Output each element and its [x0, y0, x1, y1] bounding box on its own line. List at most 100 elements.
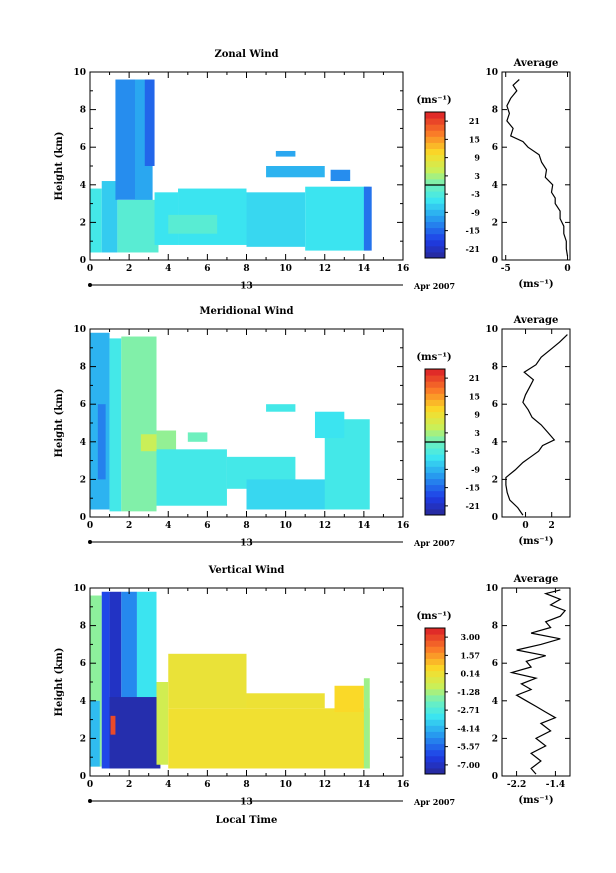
heatmap-cell: [140, 434, 157, 452]
colorbar-swatch: [425, 233, 445, 241]
colorbar-swatch: [425, 221, 445, 229]
heatmap-cell: [117, 199, 159, 253]
heatmap-cell: [363, 186, 372, 251]
colorbar-swatch: [425, 761, 445, 769]
colorbar-swatch: [425, 658, 445, 665]
colorbar-swatch: [425, 369, 445, 376]
colorbar-swatch: [425, 707, 445, 714]
colorbar-swatch: [425, 694, 445, 702]
colorbar-tick-label: -4.14: [457, 723, 480, 733]
colorbar-tick-label: -2.71: [457, 705, 480, 715]
colorbar-tick-label: -1.28: [457, 687, 480, 697]
x-tick-label: 16: [397, 521, 410, 531]
heatmap-cell: [121, 336, 157, 512]
x-tick-label: 8: [243, 521, 249, 531]
average-y-tick-label: 0: [492, 772, 498, 782]
x-tick-label: 4: [165, 521, 171, 531]
colorbar-swatch: [425, 454, 445, 461]
colorbar-tick-label: 3: [474, 428, 480, 438]
colorbar-swatch: [425, 124, 445, 131]
average-frame: [501, 71, 571, 261]
y-tick-label: 6: [80, 143, 86, 153]
average-y-tick-label: 10: [485, 325, 498, 335]
colorbar-swatch: [425, 215, 445, 222]
colorbar-swatch: [425, 688, 445, 696]
heatmap-cell: [275, 150, 296, 157]
x-tick-label: 12: [318, 264, 331, 274]
colorbar-tick-label: -21: [466, 244, 480, 254]
colorbar-swatch: [425, 490, 445, 498]
colorbar-swatch: [425, 448, 445, 455]
date-tick-label: 13: [240, 798, 253, 808]
heatmap-cell: [115, 79, 135, 200]
colorbar-swatch: [425, 185, 445, 192]
colorbar-swatch: [425, 166, 445, 174]
average-x-label: (ms⁻¹): [518, 536, 553, 547]
date-label: Apr 2007: [413, 281, 455, 291]
colorbar-swatch: [425, 154, 445, 162]
x-tick-label: 2: [126, 521, 132, 531]
colorbar-swatch: [425, 767, 445, 775]
heatmap-cell: [246, 479, 335, 510]
average-y-tick-label: 6: [492, 143, 498, 153]
heatmap-cell: [90, 188, 102, 253]
colorbar-swatch: [425, 478, 445, 486]
x-tick-label: 2: [126, 780, 132, 790]
colorbar-swatch: [425, 701, 445, 708]
colorbar-tick-label: 21: [469, 116, 480, 126]
average-y-tick-label: 4: [492, 697, 498, 707]
date-axis-start-marker: [88, 799, 92, 803]
heatmap-cell: [246, 192, 306, 247]
y-tick-label: 4: [80, 697, 86, 707]
average-y-tick-label: 8: [492, 622, 498, 632]
colorbar-swatch: [425, 640, 445, 647]
x-tick-label: 0: [87, 264, 93, 274]
heatmap-cell: [363, 678, 370, 769]
colorbar-swatch: [425, 670, 445, 678]
colorbar-tick-label: 1.57: [461, 650, 480, 660]
colorbar-swatch: [425, 676, 445, 684]
colorbar-tick-label: 3: [474, 171, 480, 181]
colorbar-swatch: [425, 737, 445, 745]
average-y-tick-label: 4: [492, 438, 498, 448]
colorbar-unit: (ms⁻¹): [416, 352, 451, 363]
colorbar-tick-label: -9: [471, 464, 480, 474]
average-x-tick-label: 2: [549, 521, 555, 531]
average-y-tick-label: 2: [492, 734, 498, 744]
colorbar-swatch: [425, 411, 445, 419]
y-tick-label: 2: [80, 218, 86, 228]
panel-title: Meridional Wind: [199, 306, 293, 317]
date-axis-start-marker: [88, 540, 92, 544]
y-tick-label: 0: [80, 772, 86, 782]
heatmap-cell: [330, 169, 351, 182]
x-tick-label: 2: [126, 264, 132, 274]
heatmap-cell: [101, 181, 118, 253]
colorbar-tick-label: 9: [474, 410, 480, 420]
colorbar-swatch: [425, 749, 445, 757]
heatmap-cell: [266, 166, 325, 178]
average-x-tick-label: -5: [501, 264, 511, 274]
x-tick-label: 12: [318, 521, 331, 531]
panel-meridional-wind: Meridional Wind 0 2 4 6 8 10 12 14 16 0 2 4 6 8 10 Heigh…: [54, 306, 571, 549]
x-tick-label: 6: [204, 780, 210, 790]
heatmap-cell: [187, 432, 208, 442]
colorbar-swatch: [425, 227, 445, 235]
colorbar-unit: (ms⁻¹): [416, 611, 451, 622]
colorbar-swatch: [425, 731, 445, 738]
average-x-label: (ms⁻¹): [518, 795, 553, 806]
colorbar-swatch: [425, 628, 445, 635]
x-tick-label: 8: [243, 264, 249, 274]
colorbar-swatch: [425, 713, 445, 720]
colorbar-tick-label: 9: [474, 153, 480, 163]
colorbar-swatch: [425, 142, 445, 149]
y-tick-label: 8: [80, 622, 86, 632]
y-tick-label: 10: [73, 584, 86, 594]
heatmap-cell: [97, 404, 106, 480]
colorbar-tick-label: -5.57: [457, 742, 480, 752]
average-profile-line: [506, 79, 569, 257]
colorbar-swatch: [425, 160, 445, 168]
heatmap-cell: [168, 214, 218, 234]
x-tick-label: 6: [204, 264, 210, 274]
colorbar-swatch: [425, 423, 445, 431]
colorbar-swatch: [425, 130, 445, 137]
